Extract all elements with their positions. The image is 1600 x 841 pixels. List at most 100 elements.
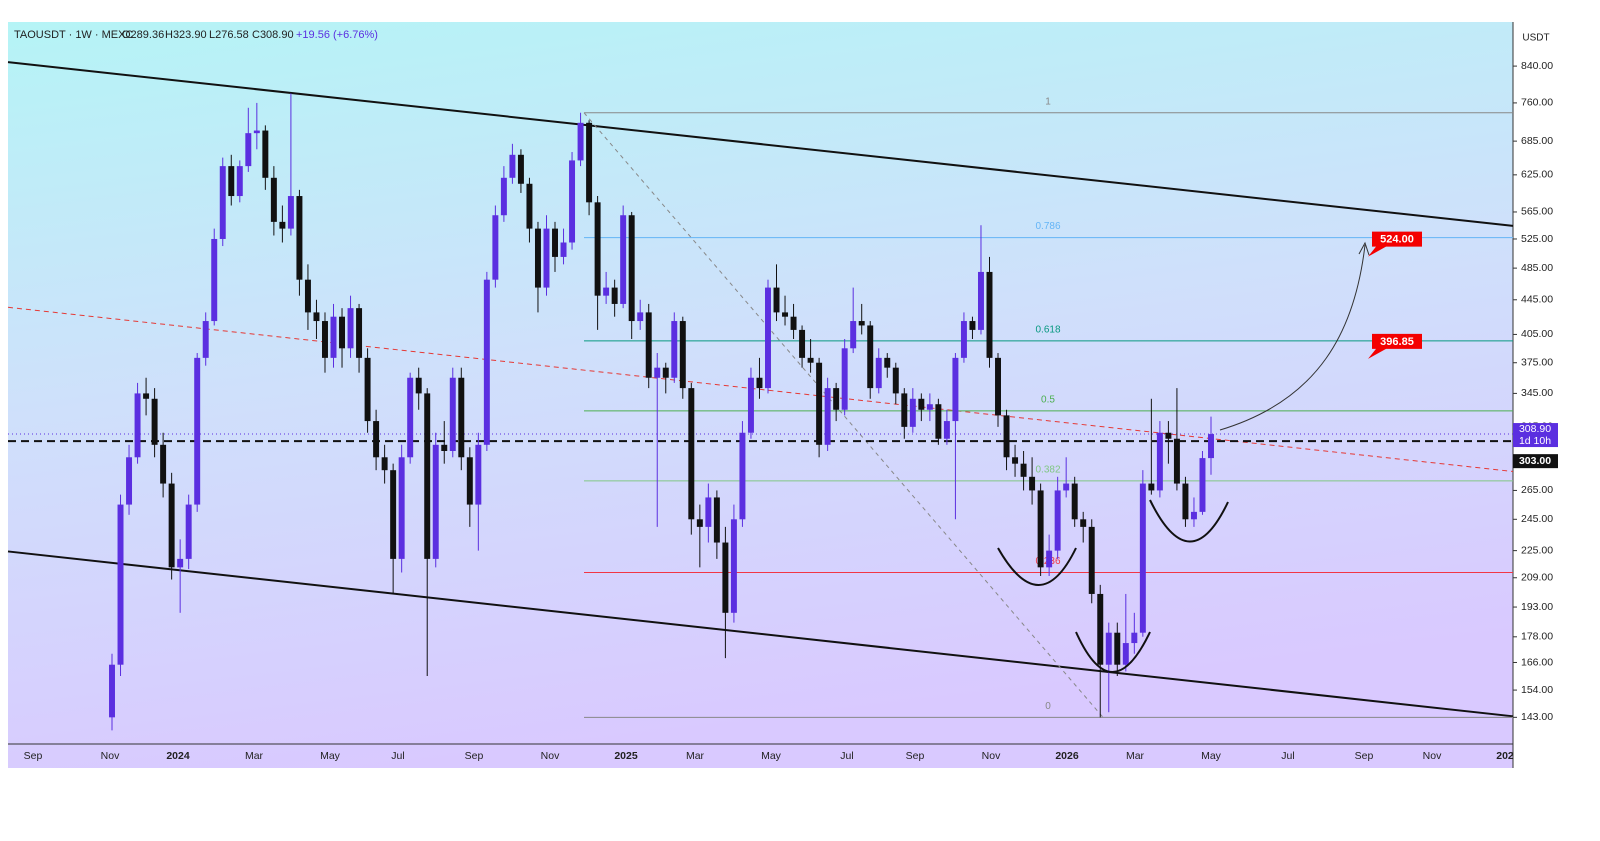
candle-body xyxy=(458,377,465,458)
fib-ratio-label: 0 xyxy=(1045,701,1051,712)
fib-ratio-label: 0.618 xyxy=(1035,324,1060,335)
projection-arrow xyxy=(1219,241,1370,431)
candle-body xyxy=(841,348,848,410)
candle-body xyxy=(628,215,635,322)
candle-body xyxy=(134,393,141,458)
candle-body xyxy=(185,504,192,559)
candle-body xyxy=(390,470,397,559)
candle-body xyxy=(1190,511,1197,520)
candle-body xyxy=(296,196,303,280)
candle-body xyxy=(424,393,431,559)
candle-body xyxy=(1122,643,1129,665)
candle-body xyxy=(884,357,891,368)
candle-body xyxy=(168,483,175,568)
candle-body xyxy=(228,166,235,197)
candle-body xyxy=(671,321,678,378)
candle-body xyxy=(790,316,797,330)
candle-body xyxy=(517,154,524,184)
candle-body xyxy=(909,398,916,427)
arrow-head xyxy=(1358,241,1370,256)
candle-body xyxy=(177,558,184,568)
x-tick-label: Nov xyxy=(1423,750,1442,762)
header-low: L276.58 xyxy=(209,29,249,41)
candle-body xyxy=(407,377,414,458)
candle-body xyxy=(202,321,209,358)
target-tag xyxy=(1368,231,1422,257)
fib-ratio-label: 0.382 xyxy=(1035,464,1060,475)
x-tick-label: Nov xyxy=(101,750,120,762)
candle-body xyxy=(1114,632,1121,665)
candle-body xyxy=(151,398,158,445)
x-tick-label: Jul xyxy=(391,750,404,762)
candle-body xyxy=(662,367,669,378)
y-tick-label: 225.00 xyxy=(1521,544,1553,556)
fib-ratio-label: 0.5 xyxy=(1041,395,1055,406)
pattern-drawings xyxy=(997,499,1229,673)
candle-body xyxy=(313,312,320,322)
last-price-label: 308.90 xyxy=(1519,423,1551,435)
target-tag xyxy=(1368,333,1422,359)
candle-body xyxy=(739,432,746,520)
x-tick-label: 2025 xyxy=(614,750,638,762)
candle-body xyxy=(126,457,133,505)
candle-body xyxy=(253,130,260,134)
candle-body xyxy=(756,377,763,389)
candle-body xyxy=(986,271,993,358)
candle-body xyxy=(773,287,780,313)
candle-body xyxy=(586,122,593,203)
y-tick-label: 178.00 xyxy=(1521,631,1553,643)
x-tick-label: Sep xyxy=(1355,750,1374,762)
candle-body xyxy=(339,316,346,349)
candle-body xyxy=(398,457,405,559)
candle-body xyxy=(875,357,882,389)
header-symbol: TAOUSDT · 1W · MEXC xyxy=(14,29,133,41)
candle-body xyxy=(747,377,754,433)
candle-body xyxy=(569,160,576,243)
candle-body xyxy=(833,388,840,410)
candle-body xyxy=(509,154,516,178)
candle-body xyxy=(432,444,439,559)
x-tick-label: Jul xyxy=(1281,750,1294,762)
candle-body xyxy=(1012,457,1019,464)
candle-body xyxy=(611,287,618,304)
candle-body xyxy=(262,130,269,178)
candle-body xyxy=(713,497,720,543)
candle-body xyxy=(645,312,652,378)
candle-body xyxy=(696,519,703,527)
candle-body xyxy=(1071,483,1078,520)
header-change: +19.56 (+6.76%) xyxy=(296,29,378,41)
candles xyxy=(109,93,1214,731)
candle-body xyxy=(1173,438,1180,484)
candle-body xyxy=(1139,483,1146,633)
candle-body xyxy=(449,377,456,451)
candle-body xyxy=(577,122,584,161)
candle-body xyxy=(1003,415,1010,458)
candle-body xyxy=(236,166,243,197)
candle-body xyxy=(1054,490,1061,551)
x-tick-label: Mar xyxy=(686,750,705,762)
x-tick-label: 2024 xyxy=(166,750,190,762)
price-axis xyxy=(1513,22,1558,768)
candle-body xyxy=(552,228,558,257)
y-tick-label: 565.00 xyxy=(1521,206,1553,218)
trend-line xyxy=(7,306,1514,472)
support-tag xyxy=(1513,454,1558,469)
candle-body xyxy=(441,444,448,451)
candle-body xyxy=(730,519,737,613)
candle-body xyxy=(1063,483,1070,491)
candle-body xyxy=(219,166,226,239)
candle-body xyxy=(373,421,380,458)
candle-body xyxy=(816,362,823,445)
y-tick-label: 245.00 xyxy=(1521,513,1553,525)
candle-body xyxy=(943,421,950,439)
candle-body xyxy=(143,393,150,399)
candle-body xyxy=(960,321,967,358)
x-tick-label: Mar xyxy=(1126,750,1145,762)
x-tick-label: Nov xyxy=(982,750,1001,762)
candle-body xyxy=(620,215,627,304)
candle-body xyxy=(688,388,695,520)
candle-body xyxy=(1020,463,1027,477)
candle-body xyxy=(603,287,610,296)
x-tick-label: Nov xyxy=(541,750,560,762)
